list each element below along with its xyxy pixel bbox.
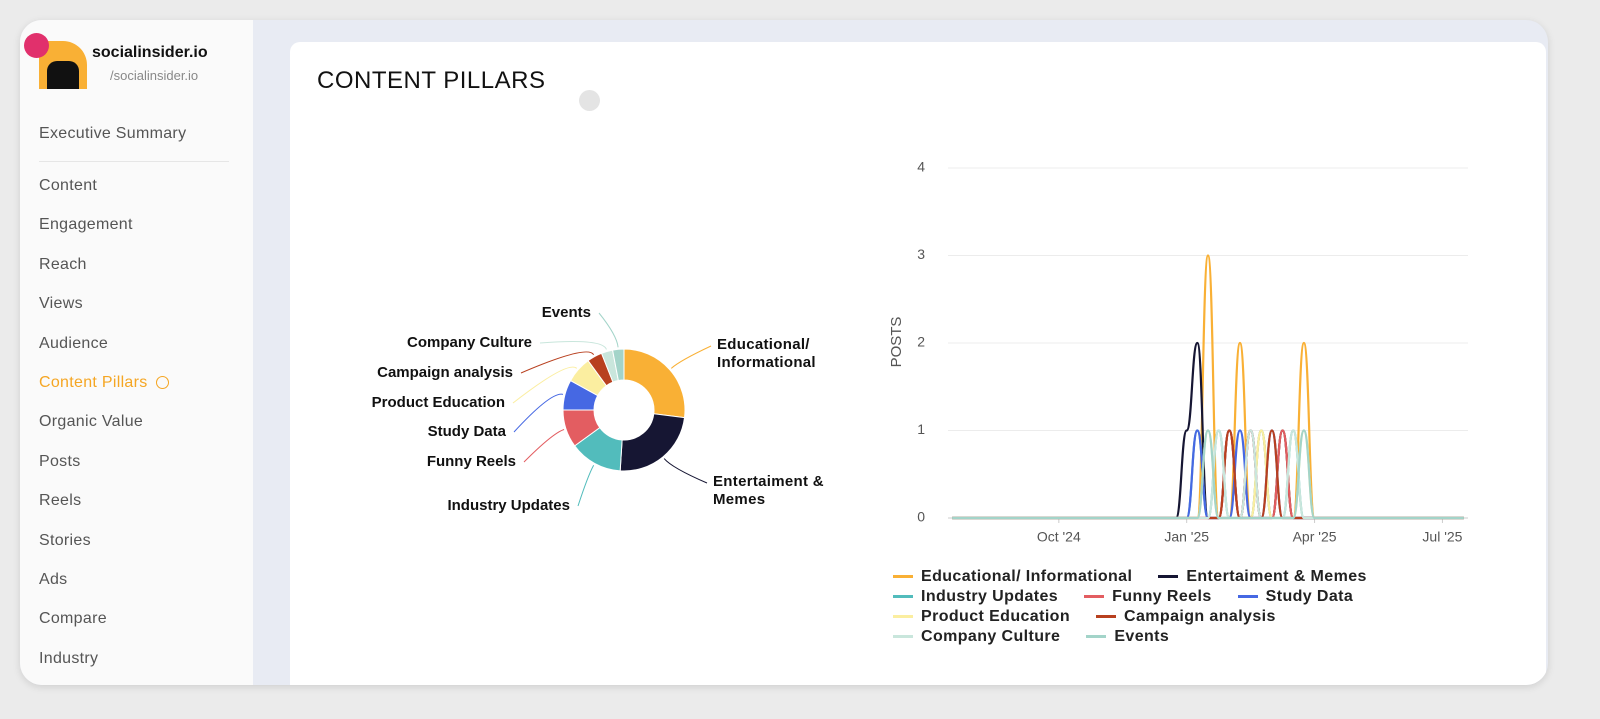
- legend-label: Funny Reels: [1112, 587, 1212, 605]
- avatar-shape: [47, 61, 79, 89]
- legend-item[interactable]: Study Data: [1237, 587, 1354, 605]
- legend-item[interactable]: Company Culture: [893, 628, 1060, 645]
- sidebar: socialinsider.io /socialinsider.io Execu…: [20, 20, 253, 685]
- series-line: [952, 429, 1464, 520]
- info-icon: [579, 90, 600, 111]
- pie-label: Industry Updates: [447, 497, 570, 514]
- pie-label: Educational/ Informational: [717, 336, 816, 371]
- pie-label-box: Educational/ Informational: [717, 336, 816, 371]
- legend-swatch: [1084, 595, 1105, 598]
- pie-slice: [623, 348, 686, 419]
- legend-swatch: [893, 615, 913, 618]
- y-tick-label: 1: [917, 421, 925, 437]
- y-tick-label: 4: [917, 159, 925, 175]
- series-line: [952, 254, 1464, 520]
- leader-line: [523, 428, 565, 463]
- separator: [39, 161, 229, 162]
- leader-line: [670, 345, 712, 369]
- instagram-badge: [24, 33, 49, 58]
- nav-item[interactable]: Content: [39, 177, 98, 194]
- legend-label: Events: [1114, 627, 1170, 645]
- leader-line: [577, 464, 595, 507]
- legend-label: Educational/ Informational: [921, 567, 1133, 585]
- nav-item[interactable]: Engagement: [39, 216, 133, 234]
- y-tick-label: 2: [917, 334, 925, 350]
- pie-label: Campaign analysis: [377, 364, 513, 381]
- content-card: [290, 42, 1546, 685]
- legend-label: Company Culture: [921, 627, 1061, 645]
- nav-item[interactable]: Stories: [39, 531, 91, 549]
- section-title: CONTENT PILLARS: [317, 67, 546, 94]
- legend-label: Product Education: [921, 607, 1071, 625]
- pie-label: Product Education: [372, 394, 505, 411]
- x-tick-label: Oct '24: [1037, 529, 1081, 545]
- legend-item[interactable]: Campaign analysis: [1096, 608, 1276, 625]
- x-tick-label: Jan '25: [1164, 529, 1209, 545]
- pie-label: Entertaiment & Memes: [713, 473, 824, 508]
- legend-label: Entertaiment & Memes: [1186, 567, 1367, 585]
- leader-line: [520, 351, 595, 374]
- pie-slice: [619, 413, 686, 472]
- leader-line: [539, 340, 607, 350]
- leader-line: [663, 458, 708, 484]
- app-window: socialinsider.io /socialinsider.io Execu…: [20, 20, 1548, 685]
- profile-name: socialinsider.io: [92, 44, 208, 61]
- nav-item[interactable]: Posts: [39, 452, 81, 470]
- help-icon: [155, 376, 169, 390]
- nav-item[interactable]: Compare: [39, 610, 107, 628]
- x-tick-label: Jul '25: [1422, 529, 1462, 545]
- legend-swatch: [1096, 615, 1117, 618]
- pie-label: Events: [542, 304, 591, 321]
- legend-swatch: [893, 575, 913, 578]
- x-tick-label: Apr '25: [1293, 529, 1337, 545]
- legend-swatch: [1237, 595, 1258, 598]
- legend-item[interactable]: Industry Updates: [893, 588, 1058, 605]
- series-line: [952, 429, 1464, 520]
- leader-line: [512, 366, 578, 404]
- legend-swatch: [1086, 635, 1107, 638]
- legend-item[interactable]: Events: [1086, 628, 1169, 645]
- legend-item[interactable]: Educational/ Informational: [893, 568, 1132, 585]
- y-tick-label: 3: [917, 246, 925, 262]
- nav-item[interactable]: Reels: [39, 492, 82, 510]
- series-line: [952, 429, 1464, 520]
- series-line: [952, 429, 1464, 520]
- nav-item[interactable]: Reach: [39, 255, 87, 273]
- nav-item[interactable]: Ads: [39, 571, 68, 588]
- legend-label: Study Data: [1265, 587, 1354, 605]
- profile-handle: /socialinsider.io: [110, 68, 199, 83]
- nav-item[interactable]: Views: [39, 295, 83, 313]
- pie-label-box: Entertaiment & Memes: [713, 473, 824, 508]
- y-tick-label: 0: [917, 509, 925, 525]
- pie-slice: [611, 348, 625, 382]
- nav-item[interactable]: Industry: [39, 649, 99, 667]
- series-line: [952, 429, 1464, 520]
- nav-item[interactable]: Organic Value: [39, 413, 144, 431]
- legend-swatch: [1158, 575, 1179, 578]
- leader-line: [598, 312, 619, 348]
- legend: Educational/ Informational Entertaiment &…: [893, 568, 1413, 645]
- series-line: [952, 429, 1464, 520]
- series-line: [952, 429, 1464, 520]
- legend-swatch: [893, 635, 913, 638]
- pie-label: Company Culture: [407, 334, 532, 351]
- nav-item[interactable]: Content Pillars: [39, 374, 169, 392]
- legend-swatch: [893, 595, 913, 598]
- nav-item[interactable]: Executive Summary: [39, 125, 187, 142]
- pie-label: Funny Reels: [427, 453, 516, 470]
- legend-item[interactable]: Entertaiment & Memes: [1158, 568, 1367, 585]
- nav-item[interactable]: Audience: [39, 334, 109, 352]
- leader-line: [513, 393, 564, 433]
- pie-label: Study Data: [428, 423, 507, 440]
- legend-item[interactable]: Product Education: [893, 608, 1070, 625]
- legend-item[interactable]: Funny Reels: [1084, 588, 1212, 605]
- y-axis-label: POSTS: [888, 317, 905, 368]
- legend-label: Campaign analysis: [1124, 607, 1276, 625]
- legend-label: Industry Updates: [921, 587, 1059, 605]
